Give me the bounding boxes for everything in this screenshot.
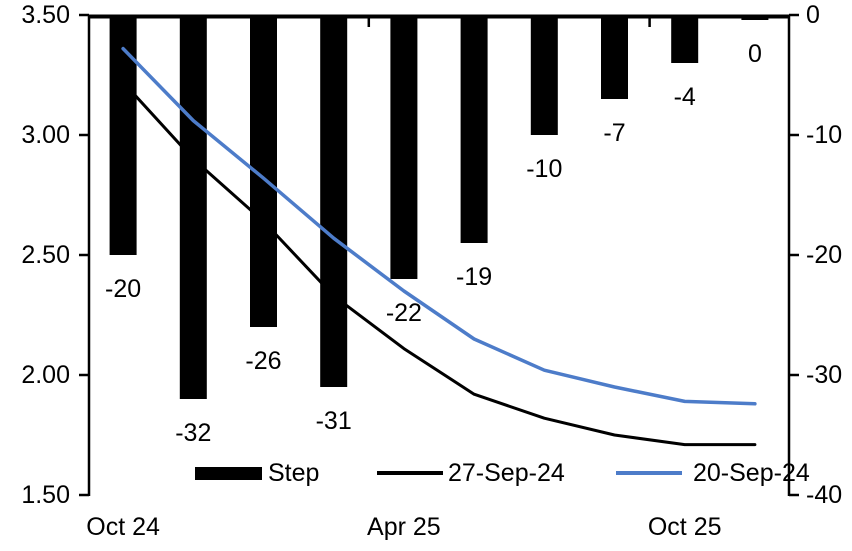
left-axis-label: 1.50 xyxy=(21,481,70,509)
bar-data-label: 0 xyxy=(747,40,762,68)
x-axis-label: Oct 24 xyxy=(86,513,160,541)
right-axis-label: 0 xyxy=(806,1,820,29)
left-axis-label: 2.50 xyxy=(21,241,70,269)
line-20-sep-24 xyxy=(121,46,757,406)
bar-step-0 xyxy=(109,15,137,255)
right-axis-label: -40 xyxy=(806,481,843,509)
right-axis-label: -30 xyxy=(806,361,843,389)
bar-step-4 xyxy=(390,15,418,279)
bar-data-label: -26 xyxy=(245,347,282,375)
bar-data-label: -10 xyxy=(526,155,563,183)
right-axis-label: -20 xyxy=(806,241,843,269)
bar-data-label: -32 xyxy=(175,419,212,447)
left-axis-label: 3.50 xyxy=(21,1,70,29)
bar-step-1 xyxy=(179,15,207,399)
x-axis-label: Apr 25 xyxy=(367,513,441,541)
bar-data-label: -31 xyxy=(315,407,352,435)
bar-data-label: -20 xyxy=(105,275,142,303)
bar-step-8 xyxy=(671,15,699,63)
left-axis-label: 3.00 xyxy=(21,121,70,149)
bar-data-label: -4 xyxy=(673,83,696,111)
left-axis-label: 2.00 xyxy=(21,361,70,389)
bar-step-6 xyxy=(530,15,558,135)
bar-data-label: -19 xyxy=(456,263,493,291)
right-axis-label: -10 xyxy=(806,121,843,149)
bar-data-label: -22 xyxy=(385,299,422,327)
line-27-sep-24 xyxy=(121,80,757,447)
x-axis-label: Oct 25 xyxy=(647,513,722,541)
bar-data-label: -7 xyxy=(603,119,626,147)
bar-step-3 xyxy=(320,15,348,387)
bar-step-5 xyxy=(460,15,488,243)
bar-step-7 xyxy=(601,15,628,99)
